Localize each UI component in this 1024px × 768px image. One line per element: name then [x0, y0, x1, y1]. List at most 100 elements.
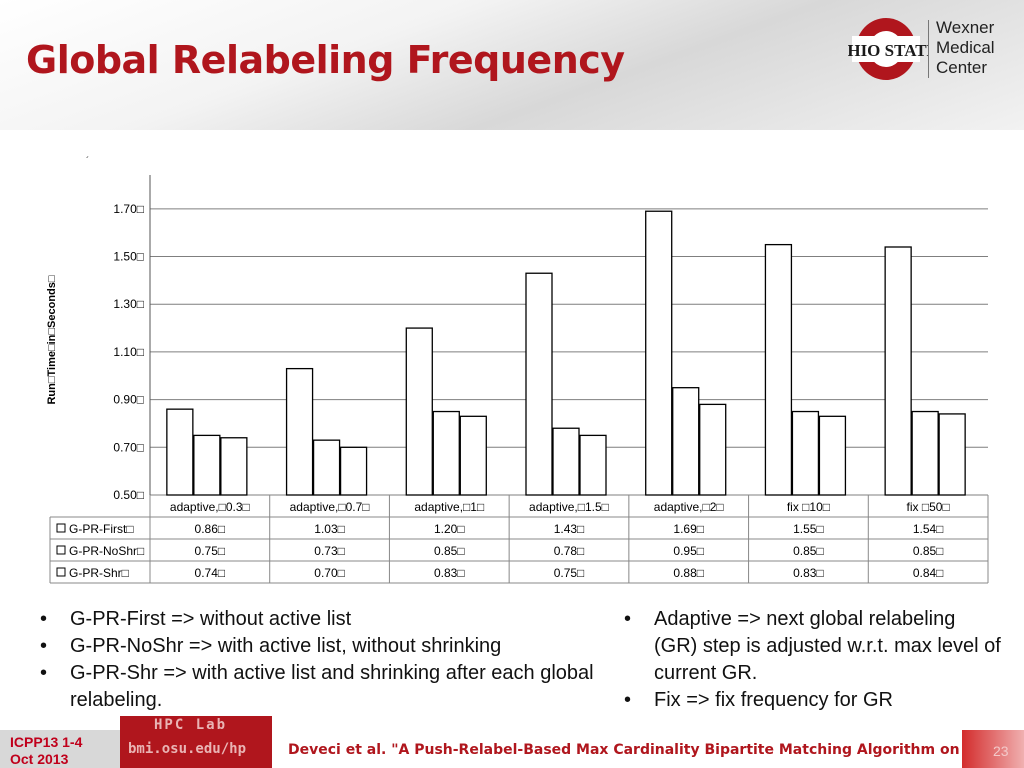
- osu-wexner-logo: OHIO STATE Wexner Medical Center: [834, 16, 1023, 86]
- bullets-left: • G-PR-First => without active list • G-PR…: [40, 606, 620, 714]
- bar-chart: 0.50□ 0.70□ 0.90□ 1.10□ 1.30□ 1.50□ 1.70□ Run□T…: [46, 175, 989, 584]
- bullet-dot: •: [40, 608, 48, 630]
- y-tick-label: 1.10□: [113, 345, 144, 359]
- data-value: 1.20□: [434, 522, 465, 536]
- data-value: 0.75□: [195, 544, 226, 558]
- bullet-dot: •: [40, 662, 48, 684]
- bullet-text: G-PR-Shr => with active list and shrinki…: [70, 662, 594, 711]
- bar: [672, 387, 700, 496]
- bar: [432, 410, 460, 496]
- bar: [459, 415, 487, 496]
- hpc-lab-url: bmi.osu.edu/hp: [128, 741, 247, 757]
- category-label: adaptive,□1□: [414, 500, 484, 514]
- logo-divider: [928, 20, 929, 78]
- logo-line-1: Wexner: [936, 18, 995, 37]
- bar: [285, 367, 314, 496]
- category-label: adaptive,□1.5□: [529, 500, 609, 514]
- category-label: adaptive,□0.7□: [290, 500, 370, 514]
- header-band: [0, 0, 1024, 130]
- bullet-text: G-PR-NoShr => with active list, without …: [70, 635, 502, 657]
- bar: [645, 210, 673, 496]
- category-label: fix □10□: [787, 500, 830, 514]
- data-value: 0.95□: [673, 544, 704, 558]
- bullet-text: Fix => fix frequency for GR: [654, 689, 893, 711]
- footer-citation: Deveci et al. "A Push-Relabel-Based Max …: [288, 742, 1014, 758]
- data-value: 0.85□: [793, 544, 824, 558]
- data-value: 0.83□: [434, 566, 465, 580]
- data-value: 0.78□: [554, 544, 585, 558]
- legend-label: G-PR-First□: [69, 522, 134, 536]
- conference-date: Oct 2013: [10, 751, 69, 767]
- data-value: 1.55□: [793, 522, 824, 536]
- bullets-right: • Adaptive => next global relabeling (GR)…: [624, 606, 1004, 714]
- data-value: 1.03□: [314, 522, 345, 536]
- bar: [699, 403, 727, 496]
- page-number: 23: [993, 743, 1009, 759]
- footer-page-box: [962, 730, 1024, 768]
- bar: [938, 413, 966, 496]
- data-value: 0.88□: [673, 566, 704, 580]
- y-tick-label: 1.70□: [113, 202, 144, 216]
- bar: [166, 408, 194, 496]
- slide-title: Global Relabeling Frequency: [26, 38, 625, 82]
- y-tick-label: 0.50□: [113, 488, 144, 502]
- legend-label: G-PR-Shr□: [69, 566, 129, 580]
- data-value: 0.75□: [554, 566, 585, 580]
- legend-label: G-PR-NoShr□: [69, 544, 144, 558]
- bullet-text: Adaptive => next global relabeling (GR) …: [654, 608, 1001, 684]
- data-value: 0.74□: [195, 566, 226, 580]
- bullet-dot: •: [624, 689, 632, 711]
- y-axis-title: Run□Time□in□Seconds□: [46, 275, 58, 404]
- data-value: 0.70□: [314, 566, 345, 580]
- data-value: 0.84□: [913, 566, 944, 580]
- data-value: 0.85□: [913, 544, 944, 558]
- bar: [552, 427, 580, 496]
- category-label: adaptive,□2□: [654, 500, 724, 514]
- conference-name: ICPP13 1-4: [10, 734, 83, 750]
- y-tick-label: 0.90□: [113, 393, 144, 407]
- bar: [764, 243, 793, 496]
- legend-swatch: [56, 545, 66, 555]
- bar: [911, 410, 939, 496]
- bullet-dot: •: [40, 635, 48, 657]
- bullet-item: • G-PR-Shr => with active list and shrink…: [40, 660, 620, 714]
- logo-org-name: Wexner Medical Center: [936, 18, 995, 78]
- category-label: fix □50□: [907, 500, 950, 514]
- bar: [884, 246, 912, 496]
- bullet-item: • G-PR-NoShr => with active list, without…: [40, 633, 620, 660]
- bullet-item: • Adaptive => next global relabeling (GR)…: [624, 606, 1004, 687]
- legend-swatch: [56, 523, 66, 533]
- logo-line-2: Medical: [936, 38, 995, 57]
- data-value: 1.69□: [673, 522, 704, 536]
- footer-conference-box: [0, 730, 120, 768]
- bullet-text: G-PR-First => without active list: [70, 608, 352, 630]
- hpc-lab-name: HPC Lab: [154, 717, 228, 733]
- bar: [791, 410, 820, 496]
- data-value: 0.83□: [793, 566, 824, 580]
- legend-swatch: [56, 567, 66, 577]
- data-value: 0.73□: [314, 544, 345, 558]
- bar: [220, 437, 248, 496]
- stray-mark: ´: [86, 156, 90, 167]
- bar: [818, 415, 847, 496]
- data-value: 0.86□: [195, 522, 226, 536]
- y-tick-label: 1.30□: [113, 297, 144, 311]
- y-tick-label: 0.70□: [113, 440, 144, 454]
- data-value: 1.54□: [913, 522, 944, 536]
- y-tick-label: 1.50□: [113, 250, 144, 264]
- bar: [405, 327, 433, 496]
- bar: [579, 434, 607, 496]
- bullet-item: • Fix => fix frequency for GR: [624, 687, 1004, 714]
- ohio-state-block-o-icon: OHIO STATE: [834, 18, 938, 80]
- logo-line-3: Center: [936, 58, 988, 77]
- bar: [193, 434, 221, 496]
- bar: [339, 446, 368, 496]
- category-label: adaptive,□0.3□: [170, 500, 250, 514]
- data-value: 1.43□: [554, 522, 585, 536]
- hpc-lab-box: [120, 716, 272, 768]
- logo-wordmark: OHIO STATE: [848, 41, 928, 60]
- footer-citation-box: [272, 730, 962, 768]
- bar: [312, 439, 341, 496]
- bullet-dot: •: [624, 608, 632, 630]
- bar: [525, 272, 553, 496]
